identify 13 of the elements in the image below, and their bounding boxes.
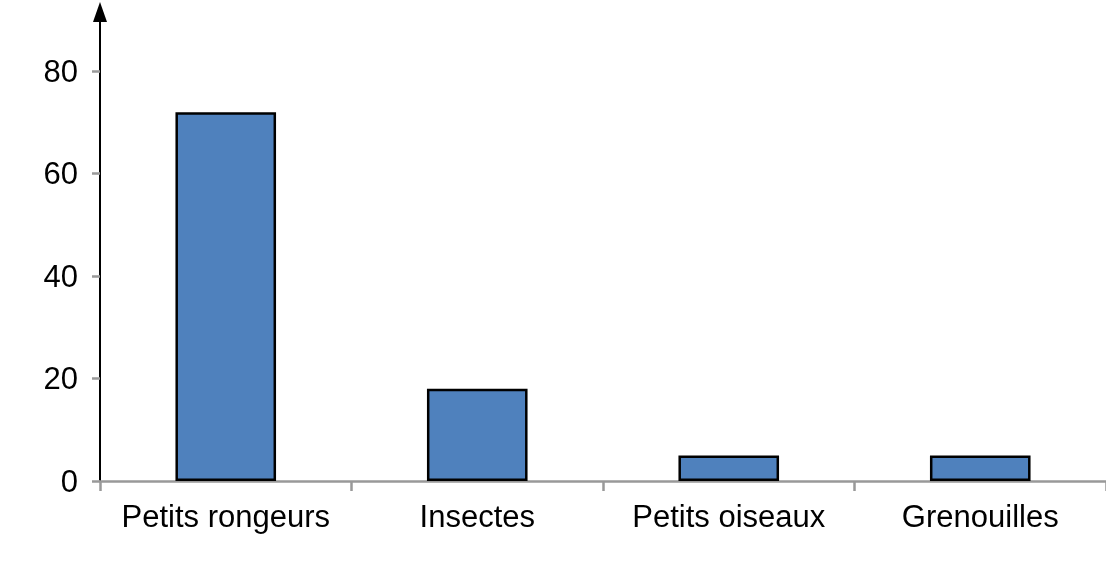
x-tick-label: Petits oiseaux	[632, 499, 826, 534]
bar	[678, 455, 780, 481]
y-tick-label: 0	[60, 463, 78, 499]
y-tick-label: 40	[43, 258, 78, 294]
x-tick-label: Petits rongeurs	[121, 499, 330, 534]
x-tick-label: Grenouilles	[901, 499, 1059, 534]
bar	[175, 112, 277, 481]
bar	[426, 388, 528, 481]
y-tick-label: 60	[43, 156, 78, 192]
x-tick-label: Insectes	[419, 499, 535, 534]
y-tick-label: 20	[43, 361, 78, 397]
bar	[929, 455, 1031, 481]
y-tick-label: 80	[43, 53, 78, 89]
